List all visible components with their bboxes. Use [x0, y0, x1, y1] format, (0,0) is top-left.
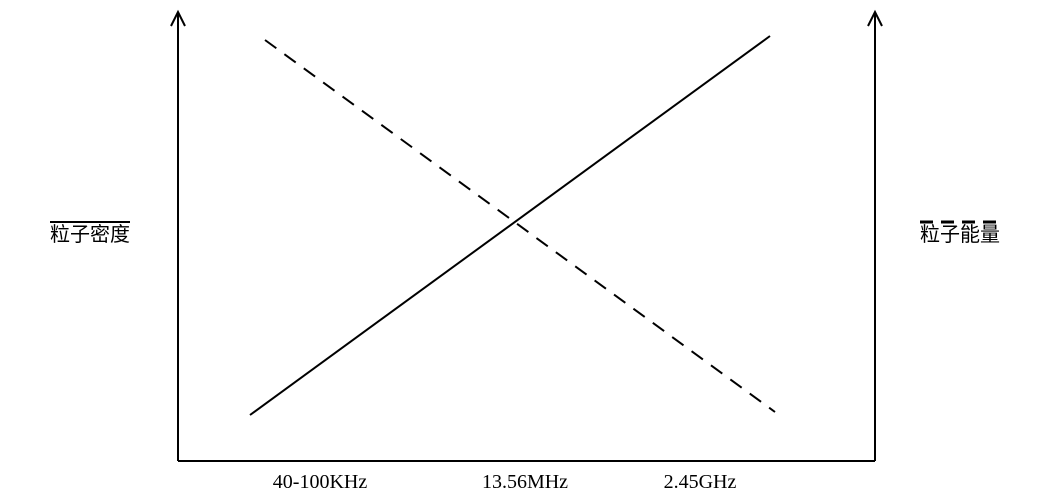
- chart-svg: [0, 0, 1047, 502]
- x-tick-label-0: 40-100KHz: [273, 471, 367, 494]
- legend-left: 粒子密度: [50, 218, 130, 247]
- legend-right-line-icon: [920, 218, 1002, 226]
- x-tick-label-1: 13.56MHz: [482, 471, 568, 494]
- chart-container: 粒子密度 粒子能量 40-100KHz 13.56MHz 2.45GHz: [0, 0, 1047, 502]
- x-tick-label-2: 2.45GHz: [664, 471, 737, 494]
- legend-right: 粒子能量: [920, 218, 1000, 247]
- series-particle-density: [250, 36, 770, 415]
- series-particle-energy: [265, 40, 775, 412]
- legend-left-line-icon: [50, 218, 130, 226]
